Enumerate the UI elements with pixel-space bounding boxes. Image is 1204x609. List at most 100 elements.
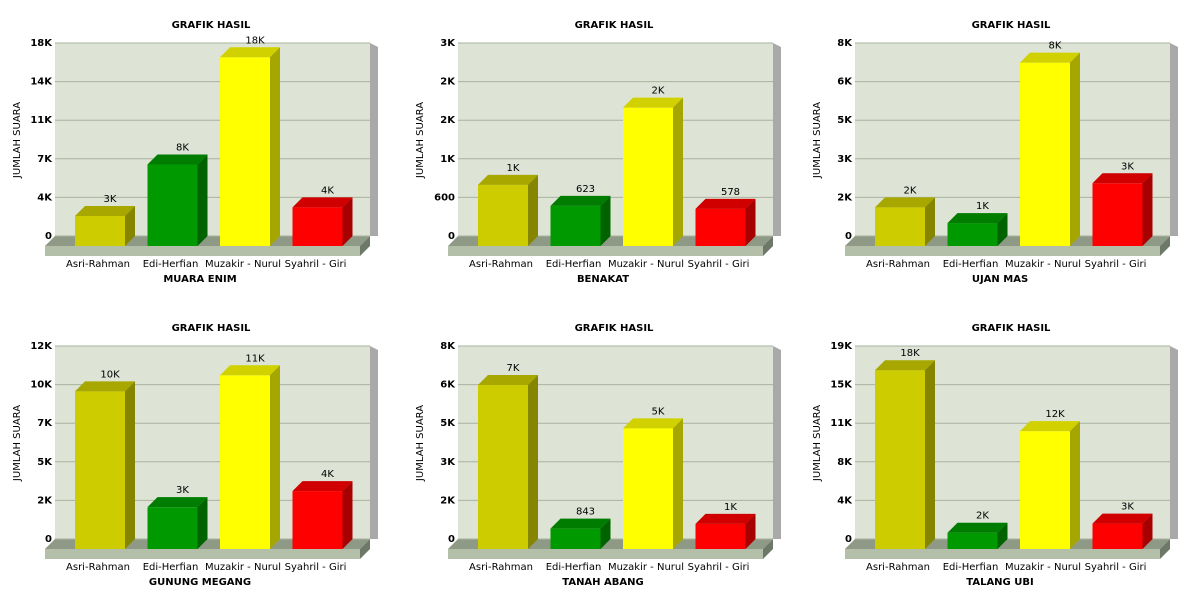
bar-side-shade: [600, 518, 611, 549]
x-tick-label: Syahril - Giri: [285, 259, 347, 270]
bar-top-shade: [695, 198, 756, 209]
value-label: 8K: [1049, 41, 1062, 52]
bar-top: [220, 365, 280, 376]
bar-side: [745, 513, 756, 549]
bar: [478, 384, 528, 549]
bar-side-shade: [600, 195, 611, 246]
wall-side: [370, 346, 378, 539]
floor-front: [45, 246, 360, 256]
floor-side: [360, 236, 370, 256]
bar-top-shade: [550, 518, 611, 529]
x-axis-label: MUARA ENIM: [163, 274, 236, 285]
bar-top: [478, 174, 538, 185]
bar-top-shade: [220, 47, 280, 58]
floor-side: [763, 539, 773, 559]
bar-side: [925, 197, 935, 246]
bar-top: [947, 213, 1008, 224]
y-tick-label: 7K: [37, 418, 53, 429]
value-label: 578: [721, 187, 740, 198]
y-axis-label: JUMLAH SUARA: [415, 405, 426, 482]
bar-side: [197, 497, 208, 549]
y-tick-label: 3K: [440, 38, 456, 49]
chart-title: GRAFIK HASIL: [575, 323, 654, 334]
x-tick-label: Edi-Herfian: [943, 562, 999, 573]
bar-side-shade: [528, 374, 538, 549]
value-label: 12K: [1045, 409, 1065, 420]
floor-side: [1160, 539, 1170, 559]
bar-top: [1092, 513, 1153, 524]
value-label: 843: [576, 507, 595, 518]
bar-top: [1092, 173, 1153, 184]
x-tick-label: Syahril - Giri: [688, 562, 750, 573]
bar: [623, 428, 673, 549]
bar-top-shade: [478, 374, 538, 385]
bar-side: [125, 381, 135, 549]
bar-top-shade: [623, 97, 683, 108]
y-tick-label: 4K: [837, 495, 853, 506]
x-tick-label: Asri-Rahman: [66, 259, 130, 270]
value-label: 1K: [724, 502, 737, 513]
bar-side-shade: [745, 198, 756, 246]
value-label: 18K: [900, 348, 920, 359]
x-tick-label: Asri-Rahman: [469, 259, 533, 270]
bar-side: [125, 205, 135, 246]
bar-side-shade: [125, 205, 135, 246]
bar-side-shade: [270, 47, 280, 247]
x-tick-label: Syahril - Giri: [285, 562, 347, 573]
bar: [147, 507, 198, 549]
bar: [875, 370, 925, 549]
bar-side: [1070, 421, 1080, 549]
floor-front: [845, 246, 1160, 256]
y-tick-label: 7K: [37, 154, 53, 165]
bar-top: [875, 197, 935, 208]
y-tick-label: 0: [448, 534, 455, 545]
y-tick-label: 8K: [440, 341, 456, 352]
y-axis-label: JUMLAH SUARA: [812, 102, 823, 179]
x-axis-label: GUNUNG MEGANG: [149, 577, 251, 588]
x-tick-label: Muzakir - Nurul: [608, 259, 684, 270]
bar-side: [1142, 513, 1153, 549]
bar-top-shade: [292, 481, 353, 492]
floor-side: [763, 236, 773, 256]
chart-title: GRAFIK HASIL: [972, 20, 1051, 31]
x-tick-label: Muzakir - Nurul: [608, 562, 684, 573]
bar-side-shade: [342, 481, 353, 549]
y-tick-label: 11K: [830, 418, 853, 429]
x-tick-label: Edi-Herfian: [143, 259, 199, 270]
bar-top-shade: [875, 197, 935, 208]
floor-front: [845, 549, 1160, 559]
wall-side: [1170, 43, 1178, 236]
y-tick-label: 5K: [837, 115, 853, 126]
y-tick-label: 8K: [837, 38, 853, 49]
bar: [478, 184, 528, 246]
bar-top-shade: [947, 522, 1008, 533]
chart-title: GRAFIK HASIL: [972, 323, 1051, 334]
bar-side-shade: [1070, 421, 1080, 549]
y-tick-label: 3K: [440, 457, 456, 468]
value-label: 623: [576, 184, 595, 195]
bar-top-shade: [478, 174, 538, 185]
bar-top-shade: [75, 205, 135, 216]
wall-side: [370, 43, 378, 236]
x-tick-label: Syahril - Giri: [688, 259, 750, 270]
bar-top: [75, 381, 135, 392]
value-label: 11K: [245, 353, 265, 364]
bar-side-shade: [925, 360, 935, 549]
bar: [220, 375, 270, 549]
y-axis-label: JUMLAH SUARA: [812, 405, 823, 482]
bar: [947, 223, 998, 246]
y-tick-label: 4K: [37, 192, 53, 203]
value-label: 18K: [245, 35, 265, 46]
y-tick-label: 5K: [440, 418, 456, 429]
bar-side: [600, 195, 611, 246]
y-tick-label: 0: [448, 231, 455, 242]
x-tick-label: Asri-Rahman: [866, 259, 930, 270]
y-tick-label: 5K: [37, 457, 53, 468]
bar-top-shade: [947, 213, 1008, 224]
bar: [1020, 62, 1070, 247]
bar-top: [147, 497, 208, 508]
y-tick-label: 11K: [30, 115, 53, 126]
y-tick-label: 10K: [30, 380, 53, 391]
bar-top-shade: [147, 154, 208, 165]
